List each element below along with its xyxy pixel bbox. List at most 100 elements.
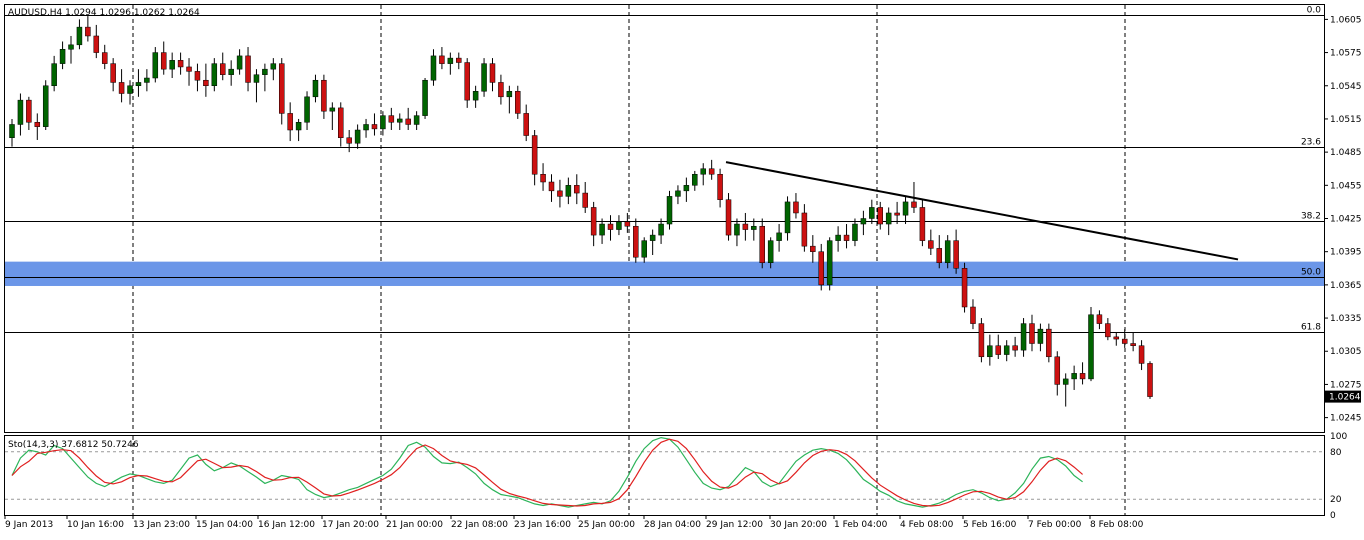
fib-level-label: 61.8: [1301, 323, 1321, 333]
candle: [548, 174, 555, 202]
candle-body: [523, 113, 529, 136]
stochastic-level-label: 20: [1330, 495, 1342, 505]
candle-body: [110, 63, 116, 83]
candle-body: [1138, 345, 1145, 364]
candle-body: [472, 91, 479, 101]
candle: [127, 80, 133, 105]
candle: [1071, 365, 1077, 390]
candle-body: [59, 48, 66, 64]
candle: [565, 177, 572, 205]
candle-body: [869, 207, 875, 219]
candle: [523, 104, 529, 142]
candle-body: [666, 196, 673, 225]
candle: [978, 318, 985, 363]
price-tick-label: 1.0605: [1330, 15, 1362, 25]
candle-body: [708, 168, 715, 175]
candle-body: [85, 26, 91, 37]
candle: [1029, 314, 1035, 352]
candle-body: [734, 223, 740, 236]
candle-body: [961, 268, 968, 308]
candle-body: [278, 63, 285, 114]
price-tick-label: 1.0515: [1330, 115, 1362, 125]
candle-body: [1029, 323, 1035, 344]
price-tick-label: 1.0305: [1330, 347, 1362, 357]
candle-body: [826, 240, 833, 286]
candle: [219, 52, 226, 81]
time-tick-label: 22 Jan 08:00: [451, 520, 508, 530]
candle-body: [793, 201, 799, 214]
candle-body: [1096, 314, 1103, 324]
time-tick-label: 28 Jan 04:00: [644, 520, 701, 530]
stochastic-layer: 100 80 20 0: [5, 432, 1347, 521]
grid-layer: [132, 5, 1126, 515]
candle: [725, 193, 732, 241]
candle-body: [34, 122, 41, 127]
candle: [919, 199, 926, 247]
candle: [481, 58, 487, 97]
candle: [498, 74, 504, 105]
candle-body: [9, 124, 15, 138]
fib-level-label: 23.6: [1301, 138, 1321, 148]
trendline: [725, 161, 1239, 261]
candle: [894, 201, 900, 225]
candle: [675, 185, 681, 205]
candle: [295, 118, 302, 142]
candle: [26, 96, 32, 131]
candle-body: [557, 190, 563, 197]
candle: [447, 52, 454, 75]
candle-body: [439, 55, 445, 64]
candle-body: [978, 323, 985, 358]
price-tick-label: 1.0425: [1330, 215, 1362, 225]
candle-body: [1012, 345, 1018, 351]
price-tick-label: 1.0275: [1330, 380, 1362, 390]
candle-body: [430, 55, 437, 81]
candle: [42, 80, 49, 131]
candle: [936, 235, 943, 269]
stochastic-level-label: 100: [1330, 432, 1347, 442]
stochastic-d-line: [11, 438, 1083, 507]
candle: [658, 218, 664, 244]
candle: [397, 113, 403, 131]
candle-body: [1054, 356, 1061, 385]
candle: [110, 58, 116, 92]
candle-body: [574, 185, 580, 194]
fib-level-label: 50.0: [1301, 268, 1321, 278]
time-tick-label: 1 Feb 04:00: [834, 520, 888, 530]
candle: [270, 58, 277, 81]
candle: [902, 196, 909, 225]
candle-body: [152, 52, 159, 79]
candle: [363, 118, 369, 138]
candle-body: [717, 174, 723, 200]
candle: [582, 181, 588, 213]
candle-body: [582, 192, 588, 208]
candle: [430, 49, 437, 86]
candle: [826, 237, 833, 291]
time-tick-label: 30 Jan 20:00: [770, 520, 827, 530]
fib-level-label: 38.2: [1301, 212, 1321, 222]
candle-body: [1079, 373, 1086, 380]
candle: [169, 52, 175, 79]
candle: [683, 177, 690, 202]
candle-body: [624, 221, 631, 227]
candle: [877, 201, 884, 230]
candle-body: [1113, 336, 1120, 340]
price-tick-label: 1.0395: [1330, 248, 1362, 258]
candle-layer: [9, 16, 1153, 407]
candle: [144, 69, 150, 92]
candle: [1054, 351, 1061, 396]
time-axis: 9 Jan 2013 10 Jan 16:00 13 Jan 23:00 15 Jan…: [4, 515, 1144, 530]
candle-body: [304, 96, 310, 123]
candle-body: [675, 190, 681, 197]
candle: [85, 16, 91, 42]
candle-body: [321, 79, 327, 112]
candle: [1121, 329, 1128, 348]
candle: [245, 47, 251, 92]
candle: [852, 218, 858, 247]
candle: [557, 179, 563, 208]
candle-body: [422, 79, 428, 116]
candle: [751, 218, 757, 241]
time-tick-label: 10 Jan 16:00: [67, 520, 124, 530]
candle: [953, 229, 959, 274]
candle: [312, 74, 319, 103]
